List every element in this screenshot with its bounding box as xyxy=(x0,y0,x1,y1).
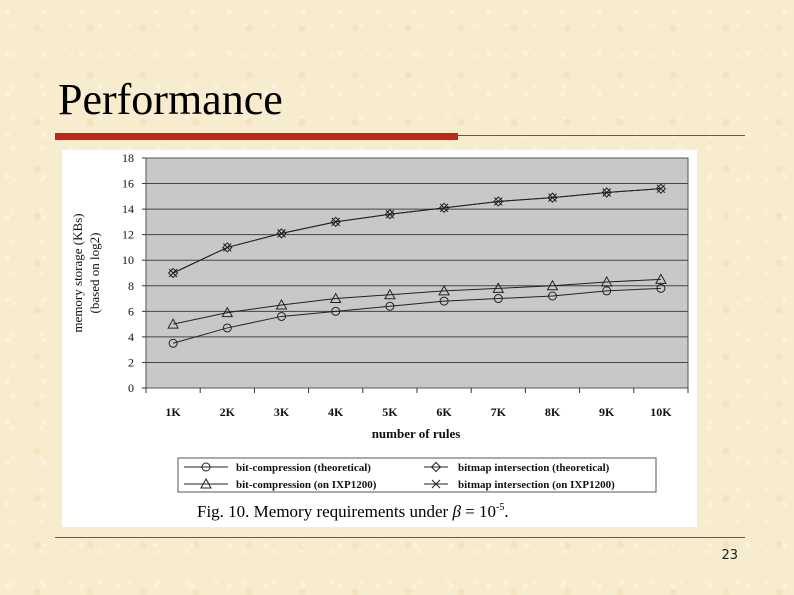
circle-marker xyxy=(222,323,232,333)
diamond-marker xyxy=(222,242,233,253)
y-tick-label: 0 xyxy=(128,381,134,395)
line-chart: 0 2 4 6 8 10 12 14 16 18 1K 2K 3K 4K 5K 6K 7K 8K 9K 10K me… xyxy=(70,151,689,493)
triangle-marker xyxy=(167,318,179,329)
y-axis-label-line2: (based on log2) xyxy=(87,233,102,314)
x-tick-label: 4K xyxy=(328,405,344,419)
legend-triangle-marker xyxy=(200,477,212,489)
figure-caption: Fig. 10. Memory requirements under β = 1… xyxy=(197,502,509,522)
x-tick-label: 7K xyxy=(491,405,507,419)
cross-marker xyxy=(277,229,286,238)
legend-box xyxy=(177,457,657,493)
legend-label: bitmap intersection (theoretical) xyxy=(458,462,610,474)
circle-marker xyxy=(602,286,612,296)
caption-eq: = 10 xyxy=(460,502,496,521)
title-accent-bar xyxy=(55,133,458,140)
legend: bit-compression (theoretical) bitmap inte… xyxy=(184,461,615,491)
diamond-marker xyxy=(655,183,667,194)
legend-label: bit-compression (theoretical) xyxy=(236,462,371,474)
triangle-marker xyxy=(329,292,342,304)
cross-marker xyxy=(602,188,612,197)
page-number: 23 xyxy=(721,548,738,563)
y-tick-label: 18 xyxy=(122,151,134,165)
y-axis-ticks: 0 2 4 6 8 10 12 14 16 18 xyxy=(122,151,146,395)
figure-panel: 0 2 4 6 8 10 12 14 16 18 1K 2K 3K 4K 5K 6K 7K 8K 9K 10K me… xyxy=(62,150,697,527)
cross-marker xyxy=(385,209,395,219)
triangle-marker xyxy=(438,284,450,296)
legend-item: bit-compression (theoretical) xyxy=(184,462,371,474)
cross-marker xyxy=(656,184,666,194)
diamond-marker xyxy=(330,216,341,228)
series-line xyxy=(172,278,661,325)
caption-suffix: . xyxy=(504,502,509,521)
x-tick-label: 1K xyxy=(165,405,181,419)
series-3 xyxy=(167,273,667,329)
series-layer xyxy=(167,183,667,348)
circle-marker xyxy=(656,283,666,293)
circle-marker xyxy=(493,294,503,304)
x-axis-ticks: 1K 2K 3K 4K 5K 6K 7K 8K 9K 10K xyxy=(145,388,689,419)
legend-label: bitmap intersection (on IXP1200) xyxy=(458,479,615,491)
series-1 xyxy=(168,283,666,348)
x-tick-label: 9K xyxy=(599,405,615,419)
footer-divider-line xyxy=(55,537,745,538)
x-tick-label: 2K xyxy=(220,405,236,419)
cross-marker xyxy=(222,243,232,252)
y-axis-label-line1: memory storage (KBs) xyxy=(70,213,85,332)
series-line xyxy=(172,287,661,344)
legend-cross-marker xyxy=(431,479,441,489)
diamond-marker xyxy=(384,209,396,220)
circle-marker xyxy=(548,291,557,301)
x-tick-label: 10K xyxy=(650,405,672,419)
cross-marker xyxy=(493,197,503,206)
caption-exponent: -5 xyxy=(496,502,505,513)
circle-marker xyxy=(277,311,286,321)
x-tick-label: 5K xyxy=(382,405,398,419)
x-axis-label: number of rules xyxy=(372,426,461,441)
plot-area xyxy=(145,157,689,389)
y-tick-label: 10 xyxy=(122,253,134,267)
triangle-marker xyxy=(600,275,613,287)
diamond-marker xyxy=(438,202,450,214)
legend-item: bitmap intersection (on IXP1200) xyxy=(424,479,615,491)
series-line xyxy=(172,188,661,274)
y-tick-label: 2 xyxy=(128,355,134,369)
cross-marker xyxy=(331,217,341,227)
circle-marker xyxy=(331,306,341,316)
cross-marker xyxy=(168,268,178,278)
y-tick-label: 16 xyxy=(122,177,134,191)
triangle-marker xyxy=(275,298,288,310)
triangle-marker xyxy=(546,279,559,291)
cross-marker xyxy=(439,203,449,213)
triangle-marker xyxy=(384,288,396,300)
legend-label: bit-compression (on IXP1200) xyxy=(236,479,377,491)
circle-marker xyxy=(439,296,449,306)
caption-beta: β xyxy=(452,502,461,521)
slide-title: Performance xyxy=(58,75,283,124)
y-tick-label: 8 xyxy=(128,279,134,293)
circle-marker xyxy=(168,338,178,348)
diamond-marker xyxy=(493,196,504,207)
x-tick-label: 6K xyxy=(436,405,452,419)
triangle-marker xyxy=(492,282,505,293)
triangle-marker xyxy=(221,306,234,318)
legend-circle-marker xyxy=(201,462,211,472)
caption-prefix: Fig. 10. Memory requirements under xyxy=(197,502,453,521)
legend-diamond-marker xyxy=(430,461,442,473)
y-tick-label: 6 xyxy=(128,304,134,318)
x-tick-label: 3K xyxy=(274,405,290,419)
x-tick-label: 8K xyxy=(545,405,561,419)
legend-item: bitmap intersection (theoretical) xyxy=(424,461,610,474)
diamond-marker xyxy=(276,228,287,239)
cross-marker xyxy=(548,193,557,202)
y-tick-label: 12 xyxy=(122,228,134,242)
grid-lines xyxy=(146,183,688,363)
series-4 xyxy=(168,184,666,278)
triangle-marker xyxy=(655,273,667,284)
y-tick-label: 4 xyxy=(128,330,134,344)
y-tick-label: 14 xyxy=(122,202,134,216)
legend-item: bit-compression (on IXP1200) xyxy=(184,477,377,491)
diamond-marker xyxy=(547,192,558,203)
diamond-marker xyxy=(601,187,612,198)
circle-marker xyxy=(385,301,395,311)
